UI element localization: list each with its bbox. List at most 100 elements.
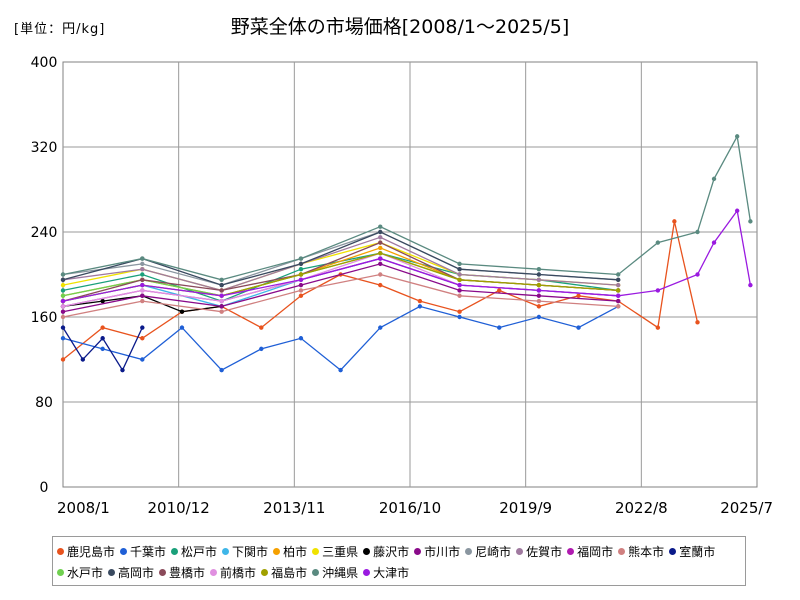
- legend-marker: [210, 569, 218, 576]
- legend-item: 室蘭市: [669, 543, 715, 560]
- legend-label: 豊橋市: [169, 566, 206, 580]
- data-point: [100, 325, 105, 330]
- series-市川市: [60, 261, 621, 314]
- data-point: [457, 293, 462, 298]
- legend-item: 柏市: [273, 543, 307, 560]
- data-point: [378, 229, 383, 235]
- data-point: [219, 277, 224, 283]
- data-point: [219, 282, 224, 288]
- data-point: [457, 277, 462, 283]
- x-tick-label: 2025/7: [720, 499, 773, 517]
- series-line: [62, 231, 619, 286]
- data-point: [219, 293, 224, 298]
- data-point: [457, 266, 462, 272]
- data-point: [219, 288, 224, 293]
- legend-label: 三重県: [322, 545, 359, 559]
- legend-item: 藤沢市: [363, 543, 409, 560]
- legend-item: 鹿児島市: [57, 543, 115, 560]
- x-tick-label: 2022/8: [615, 499, 668, 517]
- data-point: [536, 304, 542, 309]
- legend: 鹿児島市 千葉市 松戸市 下関市 柏市 三重県 藤沢市 市川市 尼崎市 佐賀市 福岡市 熊本市 室蘭市水…: [52, 536, 746, 586]
- data-point: [536, 266, 542, 272]
- legend-marker: [57, 548, 64, 555]
- data-point: [734, 134, 740, 139]
- data-point: [60, 288, 66, 293]
- data-point: [298, 288, 304, 293]
- legend-label: 室蘭市: [679, 545, 716, 559]
- data-point: [298, 272, 304, 277]
- data-point: [60, 293, 66, 298]
- data-point: [417, 298, 423, 304]
- legend-label: 熊本市: [628, 545, 665, 559]
- data-point: [457, 309, 462, 314]
- legend-item: 大津市: [363, 564, 409, 581]
- unit-label: [単位：円/kg]: [14, 22, 106, 37]
- legend-item: 前橋市: [210, 564, 256, 581]
- data-point: [655, 325, 661, 330]
- data-point: [219, 367, 224, 373]
- data-point: [179, 309, 185, 314]
- legend-marker: [312, 569, 320, 576]
- legend-marker: [120, 548, 128, 555]
- data-point: [259, 346, 264, 352]
- y-tick-label: 320: [31, 140, 58, 156]
- data-point: [140, 277, 145, 283]
- data-point: [219, 309, 224, 314]
- data-point: [536, 282, 542, 288]
- legend-item: 佐賀市: [516, 543, 562, 560]
- data-point: [748, 219, 753, 224]
- data-point: [616, 298, 621, 304]
- legend-marker: [363, 569, 371, 576]
- legend-label: 佐賀市: [526, 545, 563, 559]
- tick-labels: 0 80 160 240 320 400 2008/1 2010/12 2013/11 2016/…: [31, 55, 773, 517]
- data-point: [338, 367, 343, 373]
- data-point: [378, 224, 383, 229]
- data-point: [60, 336, 66, 341]
- data-point: [616, 282, 621, 288]
- data-point: [536, 288, 542, 293]
- legend-label: 千葉市: [130, 545, 167, 559]
- data-point: [60, 357, 66, 362]
- data-point: [711, 176, 717, 182]
- legend-marker: [618, 548, 626, 555]
- data-point: [140, 293, 145, 298]
- series-line: [62, 263, 619, 313]
- series-熊本市: [60, 272, 621, 320]
- legend-item: 福岡市: [567, 543, 613, 560]
- legend-item: 水戸市: [57, 564, 103, 581]
- data-point: [457, 282, 462, 288]
- legend-label: 藤沢市: [373, 545, 410, 559]
- legend-item: 下関市: [222, 543, 268, 560]
- y-tick-label: 240: [31, 225, 58, 241]
- legend-item: 尼崎市: [465, 543, 511, 560]
- data-point: [695, 229, 700, 235]
- legend-marker: [516, 548, 524, 555]
- data-point: [219, 298, 224, 304]
- legend-label: 前橋市: [220, 566, 257, 580]
- data-point: [695, 320, 700, 325]
- legend-item: 福島市: [261, 564, 307, 581]
- data-point: [100, 346, 105, 352]
- data-point: [711, 240, 717, 245]
- data-point: [60, 277, 66, 283]
- data-point: [672, 219, 677, 224]
- legend-marker: [159, 569, 167, 576]
- data-point: [616, 272, 621, 277]
- legend-label: 大津市: [373, 566, 410, 580]
- data-point: [298, 261, 304, 267]
- legend-item: 市川市: [414, 543, 460, 560]
- data-point: [140, 336, 145, 341]
- legend-marker: [465, 548, 473, 555]
- legend-item: 熊本市: [618, 543, 664, 560]
- data-point: [60, 314, 66, 320]
- data-point: [60, 282, 66, 288]
- legend-label: 福島市: [271, 566, 308, 580]
- data-point: [616, 288, 621, 293]
- legend-marker: [57, 569, 64, 576]
- legend-marker: [669, 548, 677, 555]
- data-point: [120, 367, 125, 373]
- legend-item: 松戸市: [171, 543, 217, 560]
- legend-label: 松戸市: [181, 545, 218, 559]
- data-point: [140, 288, 145, 293]
